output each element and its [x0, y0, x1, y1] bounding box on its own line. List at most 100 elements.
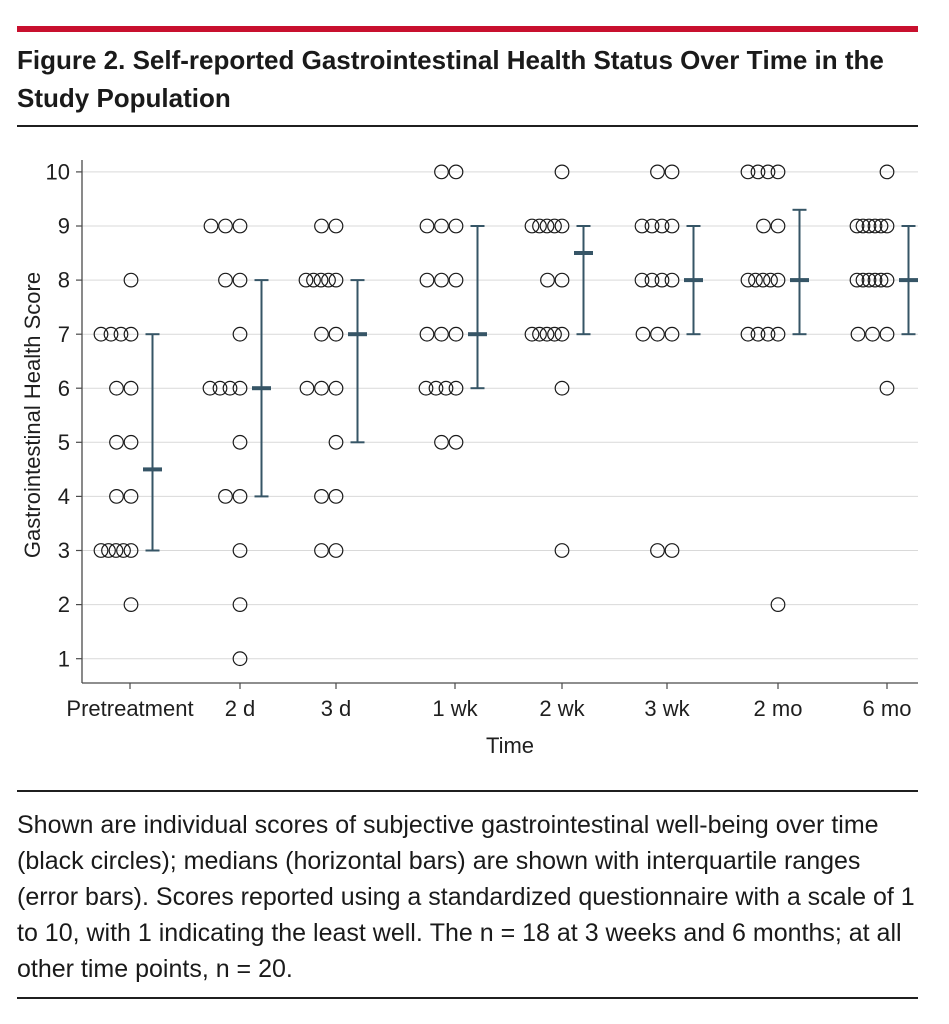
y-tick-label: 8 — [58, 268, 70, 293]
y-tick-label: 3 — [58, 538, 70, 563]
data-point — [554, 164, 570, 180]
data-point — [232, 380, 248, 396]
data-point — [222, 380, 238, 396]
x-tick-label: Pretreatment — [66, 696, 193, 721]
y-tick-label: 7 — [58, 322, 70, 347]
data-point — [865, 326, 880, 342]
data-point — [328, 380, 344, 396]
data-point — [123, 597, 139, 613]
data-point — [116, 543, 131, 558]
data-point — [314, 543, 329, 558]
data-point — [212, 380, 228, 396]
data-point — [313, 272, 329, 288]
data-point — [539, 326, 555, 342]
data-point — [123, 272, 139, 288]
data-point — [314, 218, 329, 234]
data-point — [554, 326, 570, 342]
data-point — [109, 489, 124, 504]
data-point — [202, 380, 218, 396]
data-point — [419, 272, 435, 288]
data-point — [547, 218, 562, 234]
data-point — [524, 218, 540, 234]
data-point — [218, 218, 233, 234]
data-point — [770, 272, 786, 288]
data-point — [419, 218, 435, 234]
data-point — [873, 272, 889, 288]
data-point — [879, 380, 895, 396]
data-point — [654, 272, 670, 288]
data-point — [434, 326, 449, 342]
median-bar — [348, 332, 367, 337]
data-point — [644, 272, 660, 288]
bottom-divider — [17, 997, 918, 999]
data-point — [855, 218, 871, 234]
data-point — [750, 164, 766, 180]
title-divider — [17, 125, 918, 127]
data-point — [123, 489, 139, 504]
median-bar — [790, 278, 809, 283]
y-tick-label: 5 — [58, 430, 70, 455]
data-point — [328, 489, 344, 504]
data-point — [434, 164, 449, 180]
data-point — [306, 272, 321, 288]
data-point — [750, 326, 766, 342]
data-point — [232, 543, 248, 558]
data-point — [664, 218, 680, 234]
data-point — [438, 380, 454, 396]
data-point — [418, 380, 434, 396]
median-bar — [143, 467, 162, 472]
data-point — [123, 380, 139, 396]
time-point-group — [202, 218, 271, 667]
x-tick-label: 2 wk — [539, 696, 585, 721]
data-point — [879, 164, 895, 180]
data-point — [748, 272, 763, 288]
data-point — [740, 164, 756, 180]
data-point — [328, 543, 344, 558]
data-point — [664, 326, 680, 342]
data-point — [861, 272, 877, 288]
data-point — [849, 218, 865, 234]
data-point — [849, 272, 865, 288]
data-point — [93, 326, 109, 342]
data-point — [448, 218, 464, 234]
data-point — [232, 218, 248, 234]
data-point — [644, 218, 660, 234]
data-point — [861, 218, 877, 234]
data-point — [103, 326, 119, 342]
data-point — [855, 272, 871, 288]
median-bar — [574, 251, 593, 255]
data-point — [770, 164, 786, 180]
data-point — [760, 164, 776, 180]
x-tick-label: 1 wk — [432, 696, 478, 721]
data-point — [770, 597, 786, 613]
data-point — [634, 272, 650, 288]
data-point — [232, 651, 248, 667]
data-point — [867, 272, 883, 288]
data-point — [123, 543, 139, 558]
time-point-group — [93, 272, 162, 613]
data-point — [218, 489, 233, 504]
data-point — [314, 380, 329, 396]
data-point — [448, 434, 464, 450]
data-point — [664, 543, 680, 558]
data-point — [101, 543, 116, 558]
data-point — [740, 272, 756, 288]
median-bar — [684, 278, 703, 283]
data-point — [873, 218, 889, 234]
x-tick-label: 2 mo — [754, 696, 803, 721]
data-point — [448, 326, 464, 342]
data-point — [850, 326, 866, 342]
data-point — [547, 326, 562, 342]
data-point — [770, 326, 786, 342]
time-point-group — [849, 164, 918, 396]
axes: 1 2 3 4 5 6 7 8 9 10 Time Gastrointestinal Health S… — [20, 160, 918, 758]
data-point — [321, 272, 336, 288]
time-point-group — [298, 218, 367, 558]
dot-plot-chart: 1 2 3 4 5 6 7 8 9 10 Time Gastrointestinal Health S… — [20, 160, 918, 758]
y-tick-label: 9 — [58, 214, 70, 239]
data-point — [770, 218, 786, 234]
data-point — [232, 272, 248, 288]
median-bar — [468, 332, 487, 337]
data-point — [532, 218, 547, 234]
y-tick-label: 4 — [58, 484, 70, 509]
